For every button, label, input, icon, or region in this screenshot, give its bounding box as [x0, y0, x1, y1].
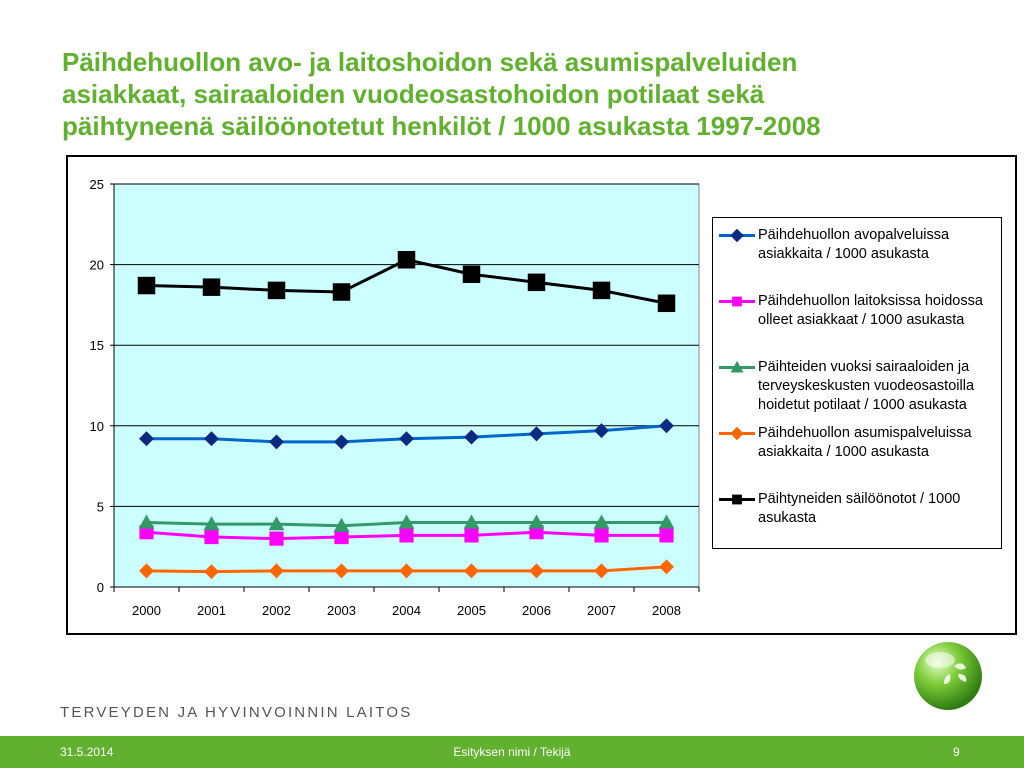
data-point [139, 563, 154, 579]
data-point [204, 431, 219, 447]
y-tick-label: 25 [90, 177, 104, 192]
legend-key-square-black [719, 494, 755, 505]
title-line-2: asiakkaat, sairaaloiden vuodeosastohoido… [62, 79, 765, 109]
chart-legend: Päihdehuollon avopalveluissa asiakkaita … [712, 217, 1002, 549]
legend-label: Päihdehuollon laitoksissa hoidossa ollee… [758, 293, 983, 328]
footer-date: 31.5.2014 [60, 745, 114, 759]
data-point [528, 514, 545, 529]
legend-key-diamond-orange [719, 426, 755, 441]
data-point [659, 418, 674, 434]
series-2 [138, 514, 675, 532]
data-point [137, 276, 156, 295]
data-point [204, 529, 219, 545]
data-point [594, 423, 609, 439]
data-point [204, 564, 219, 580]
x-tick-label: 2008 [652, 603, 681, 618]
data-point [399, 528, 414, 543]
x-tick-label: 2000 [132, 603, 161, 618]
legend-label: Päihtyneiden säilöönotot / 1000 asukasta [758, 491, 961, 526]
legend-key-triangle-green [719, 360, 755, 373]
data-point [593, 514, 610, 529]
data-point [464, 429, 479, 445]
data-point [334, 529, 349, 545]
data-point [267, 281, 286, 300]
x-tick-label: 2002 [262, 603, 291, 618]
data-point [333, 517, 350, 532]
x-tick-label: 2005 [457, 603, 486, 618]
line-chart: 0 5 10 15 20 25 2000 2001 2002 2003 2004 2005 2006 20… [90, 177, 700, 618]
legend-marker [732, 296, 742, 307]
data-point [398, 514, 415, 529]
data-point [202, 278, 221, 296]
data-point [269, 434, 284, 450]
organization-logo-text: TERVEYDEN JA HYVINVOINNIN LAITOS [60, 704, 413, 721]
data-point [269, 563, 284, 579]
legend-marker [732, 494, 742, 505]
data-point [462, 265, 481, 284]
data-point [657, 294, 676, 313]
title-line-3: päihtyneenä säilöönotetut henkilöt / 100… [62, 111, 821, 141]
x-tick-label: 2003 [327, 603, 356, 618]
footer-page-number: 9 [953, 745, 960, 759]
x-tick-label: 2007 [587, 603, 616, 618]
data-point [592, 281, 611, 300]
y-tick-label: 10 [90, 419, 104, 434]
data-point [529, 563, 544, 579]
data-point [659, 559, 674, 575]
data-point [397, 251, 416, 269]
y-tick-label: 0 [97, 580, 104, 595]
footer-presenter: Esityksen nimi / Tekijä [453, 745, 571, 759]
data-point [138, 514, 155, 529]
data-point [399, 563, 414, 579]
data-point [529, 426, 544, 442]
slide-title: Päihdehuollon avo- ja laitoshoidon sekä … [62, 46, 962, 142]
legend-label: Päihdehuollon avopalveluissa asiakkaita … [758, 227, 950, 262]
x-tick-label: 2004 [392, 603, 421, 618]
y-tick-label: 5 [97, 499, 104, 514]
data-point [594, 563, 609, 579]
data-point [334, 563, 349, 579]
data-point [399, 431, 414, 447]
legend-marker [730, 426, 744, 441]
x-tick-label: 2006 [522, 603, 551, 618]
data-point [464, 563, 479, 579]
data-point [203, 516, 220, 531]
legend-key-square-magenta [719, 296, 755, 307]
data-point [268, 516, 285, 531]
green-globe-logo-icon [914, 642, 982, 710]
data-point [527, 273, 546, 292]
data-point [594, 528, 609, 543]
y-tick-label: 15 [90, 338, 104, 353]
legend-marker [730, 360, 744, 373]
legend-label: Päihteiden vuoksi sairaaloiden ja tervey… [758, 359, 975, 413]
data-point [463, 514, 480, 529]
chart-frame: 0 5 10 15 20 25 2000 2001 2002 2003 2004 2005 2006 20… [66, 155, 1017, 635]
legend-key-diamond-blue [719, 228, 755, 243]
title-line-1: Päihdehuollon avo- ja laitoshoidon sekä … [62, 47, 798, 77]
legend-marker [730, 228, 744, 243]
data-point [334, 434, 349, 450]
series-3 [139, 559, 674, 580]
y-tick-label: 20 [90, 258, 104, 273]
data-point [139, 431, 154, 447]
series-1 [139, 525, 674, 546]
legend-label: Päihdehuollon asumispalveluissa asiakkai… [758, 425, 972, 460]
series-4 [137, 251, 676, 313]
data-point [332, 283, 351, 301]
x-tick-label: 2001 [197, 603, 226, 618]
series-0 [139, 418, 674, 450]
footer-bar: 31.5.2014 Esityksen nimi / Tekijä 9 [0, 736, 1024, 768]
data-point [659, 528, 674, 543]
data-point [269, 531, 284, 546]
data-point [658, 514, 675, 529]
data-point [464, 528, 479, 543]
